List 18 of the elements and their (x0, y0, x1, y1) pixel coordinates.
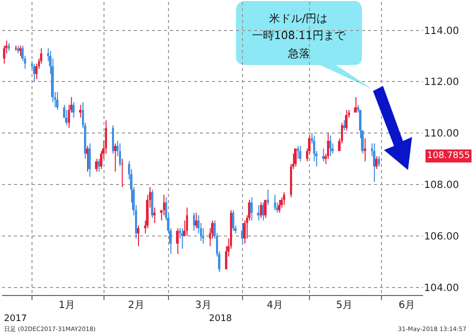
x-tick-label: 1月 (58, 300, 75, 311)
annotation: 急落 (287, 47, 310, 60)
x-tick-label: 2月 (128, 300, 144, 311)
x-tick-label: 5月 (336, 300, 353, 311)
text: 2017 (4, 314, 27, 324)
y-tick-label: 112.00 (424, 77, 459, 88)
text: 2018 (209, 314, 232, 324)
y-tick-label: 114.00 (424, 26, 459, 37)
text: 108.7855 (427, 151, 470, 161)
y-tick-label: 106.00 (424, 231, 459, 242)
annotation: 米ドル/円は (269, 12, 328, 25)
x-tick-label: 6月 (398, 300, 415, 311)
annotation: 一時108.11円まで (252, 29, 346, 42)
x-tick-label: 3月 (195, 300, 212, 311)
y-tick-label: 108.00 (424, 180, 459, 191)
y-tick-label: 110.00 (424, 128, 459, 140)
y-tick-label: 104.00 (424, 282, 459, 294)
x-tick-label: 4月 (266, 300, 284, 311)
